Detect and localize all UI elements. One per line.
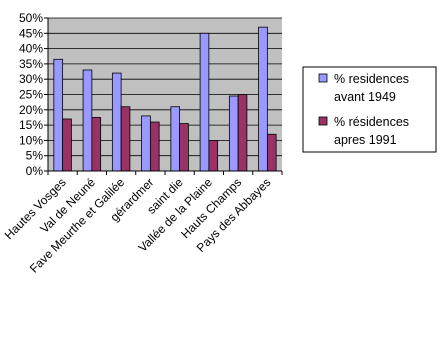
y-tick-label: 50% — [19, 11, 43, 25]
bar-series-2 — [62, 118, 72, 172]
legend-swatch-series-1 — [318, 73, 328, 83]
legend-label-series-1-line-1: % residences — [334, 72, 409, 86]
y-tick-label: 30% — [19, 72, 43, 86]
bar-series-1 — [170, 106, 181, 172]
bar-series-2 — [266, 133, 277, 172]
bar-series-2 — [179, 123, 189, 172]
y-tick-label: 35% — [19, 57, 43, 71]
bar-series-1 — [141, 115, 151, 172]
y-tick-label: 0% — [26, 164, 44, 178]
legend-label-series-2-line-2: apres 1991 — [334, 133, 397, 147]
legend-swatch-series-2 — [318, 116, 328, 126]
bar-series-1 — [111, 72, 122, 172]
bar-series-2 — [149, 121, 160, 172]
y-tick-label: 15% — [19, 118, 43, 132]
bar-series-2 — [237, 94, 248, 172]
bar-series-2 — [120, 106, 131, 172]
y-tick-label: 25% — [19, 88, 43, 102]
y-tick-label: 20% — [19, 103, 43, 117]
bar-series-1 — [228, 95, 239, 172]
bar-series-1 — [53, 58, 64, 172]
y-tick-label: 40% — [19, 42, 43, 56]
y-tick-label: 5% — [26, 149, 44, 163]
bar-series-1 — [199, 32, 210, 172]
bar-series-1 — [258, 26, 268, 172]
legend: % residences avant 1949 % résidences apr… — [302, 66, 437, 153]
bar-series-2 — [91, 117, 102, 172]
y-axis-ticks: 0%5% 10%15%20%25% 30%35%40% 45%50% — [19, 11, 48, 178]
y-tick-label: 45% — [19, 26, 43, 40]
y-tick-label: 10% — [19, 133, 43, 147]
bar-series-1 — [82, 69, 93, 172]
legend-label-series-1-line-2: avant 1949 — [334, 90, 396, 104]
legend-label-series-2-line-1: % résidences — [334, 115, 409, 129]
bar-series-2 — [208, 139, 219, 172]
